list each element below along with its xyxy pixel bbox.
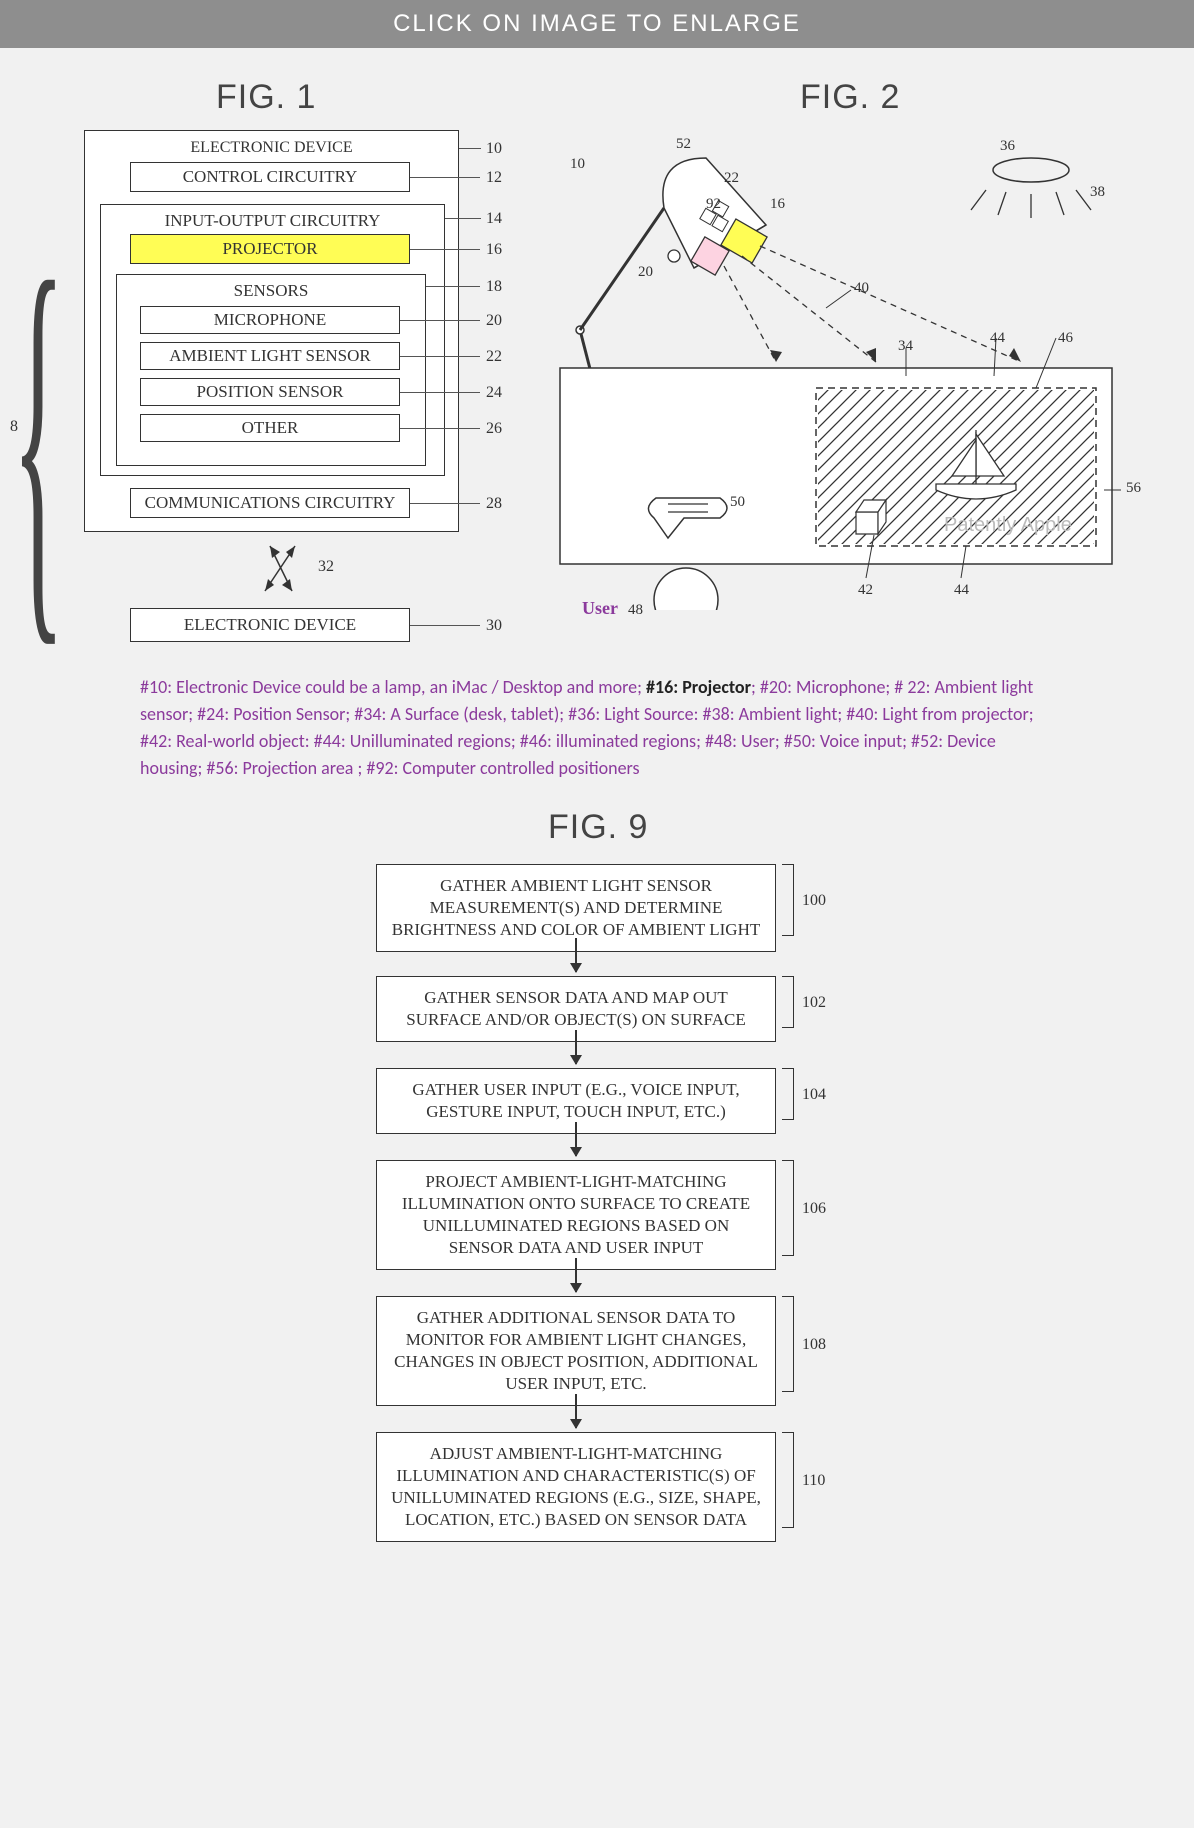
lead-30 [410, 625, 480, 626]
ref2-52: 52 [676, 136, 691, 153]
als-box: AMBIENT LIGHT SENSOR [140, 342, 400, 370]
ref2-38: 38 [1090, 184, 1105, 201]
fig2-title: FIG. 2 [800, 78, 900, 117]
lead-20 [400, 320, 480, 321]
ref-100: 100 [802, 892, 826, 910]
ref-108: 108 [802, 1336, 826, 1354]
text: GATHER USER INPUT (E.G., VOICE INPUT, GE… [412, 1080, 739, 1121]
pos-box: POSITION SENSOR [140, 378, 400, 406]
label: POSITION SENSOR [197, 382, 344, 402]
label: SENSORS [234, 281, 309, 301]
fig9-title: FIG. 9 [548, 808, 648, 847]
device-box-label: ELECTRONIC DEVICE [190, 139, 352, 157]
lead-24 [400, 392, 480, 393]
lead-28 [410, 503, 480, 504]
ref2-16: 16 [770, 196, 785, 213]
ref-106: 106 [802, 1200, 826, 1218]
canvas: FIG. 1 { 8 ELECTRONIC DEVICE 10 CONTROL … [0, 48, 1194, 1828]
ref-110: 110 [802, 1472, 825, 1490]
bracket-104 [782, 1068, 794, 1120]
ref-104: 104 [802, 1086, 826, 1104]
label: COMMUNICATIONS CIRCUITRY [145, 493, 396, 513]
ref-20: 20 [486, 312, 502, 330]
ref2-44: 44 [990, 330, 1005, 347]
ref2-92: 92 [706, 196, 721, 213]
legend-paragraph: #10: Electronic Device could be a lamp, … [140, 674, 1060, 782]
ref-14: 14 [486, 210, 502, 228]
ref-16: 16 [486, 241, 502, 259]
header-bar: CLICK ON IMAGE TO ENLARGE [0, 0, 1194, 48]
ref2-56: 56 [1126, 480, 1141, 497]
text: GATHER ADDITIONAL SENSOR DATA TO MONITOR… [394, 1308, 758, 1393]
ref2-22: 22 [724, 170, 739, 187]
lead-16 [410, 249, 480, 250]
flow-step-106: PROJECT AMBIENT-LIGHT-MATCHING ILLUMINAT… [376, 1160, 776, 1270]
header-text: CLICK ON IMAGE TO ENLARGE [393, 10, 801, 37]
ref2-42: 42 [858, 582, 873, 599]
other-box: OTHER [140, 414, 400, 442]
ref2-50: 50 [730, 494, 745, 511]
ref-26: 26 [486, 420, 502, 438]
ref-8: 8 [10, 418, 18, 436]
legend-text: #10: Electronic Device could be a lamp, … [140, 676, 1034, 779]
label: CONTROL CIRCUITRY [183, 167, 358, 187]
ref2-48: 48 [628, 602, 643, 619]
lead-12 [410, 177, 480, 178]
label: INPUT-OUTPUT CIRCUITRY [165, 211, 381, 231]
bracket-110 [782, 1432, 794, 1528]
lead-10 [459, 148, 481, 149]
device2-box: ELECTRONIC DEVICE [130, 608, 410, 642]
label: AMBIENT LIGHT SENSOR [169, 346, 371, 366]
label: ELECTRONIC DEVICE [184, 615, 356, 635]
comms-box: COMMUNICATIONS CIRCUITRY [130, 488, 410, 518]
label: OTHER [242, 418, 299, 438]
ref2-46: 46 [1058, 330, 1073, 347]
ref-32: 32 [318, 558, 334, 576]
ref-102: 102 [802, 994, 826, 1012]
control-circuitry-box: CONTROL CIRCUITRY [130, 162, 410, 192]
watermark: Patently Apple [944, 514, 1072, 537]
fig2-drawing [556, 130, 1126, 610]
arrow-5 [575, 1394, 577, 1428]
flow-step-110: ADJUST AMBIENT-LIGHT-MATCHING ILLUMINATI… [376, 1432, 776, 1542]
ref-22: 22 [486, 348, 502, 366]
ref-12: 12 [486, 169, 502, 187]
ref-28: 28 [486, 495, 502, 513]
bracket-106 [782, 1160, 794, 1256]
ref-10: 10 [486, 140, 502, 158]
label: PROJECTOR [222, 239, 317, 259]
ref-30: 30 [486, 617, 502, 635]
lead-18 [426, 286, 480, 287]
flow-step-108: GATHER ADDITIONAL SENSOR DATA TO MONITOR… [376, 1296, 776, 1406]
arrow-2 [575, 1030, 577, 1064]
label: MICROPHONE [214, 310, 326, 330]
bracket-100 [782, 864, 794, 936]
ref2-44b: 44 [954, 582, 969, 599]
bracket-108 [782, 1296, 794, 1392]
ref-24: 24 [486, 384, 502, 402]
ref-18: 18 [486, 278, 502, 296]
ref2-10: 10 [570, 156, 585, 173]
arrow-1 [575, 938, 577, 972]
lead-22 [400, 356, 480, 357]
lead-14 [445, 218, 481, 219]
lead-26 [400, 428, 480, 429]
ref2-20: 20 [638, 264, 653, 281]
bidir-arrow-icon [250, 536, 310, 602]
projector-box: PROJECTOR [130, 234, 410, 264]
bracket-102 [782, 976, 794, 1028]
ref2-36: 36 [1000, 138, 1015, 155]
user-label: User [582, 598, 618, 619]
arrow-4 [575, 1258, 577, 1292]
text: GATHER SENSOR DATA AND MAP OUT SURFACE A… [406, 988, 745, 1029]
ref2-40: 40 [854, 280, 869, 297]
text: ADJUST AMBIENT-LIGHT-MATCHING ILLUMINATI… [391, 1444, 761, 1529]
ref2-34: 34 [898, 338, 913, 355]
text: GATHER AMBIENT LIGHT SENSOR MEASUREMENT(… [392, 876, 761, 939]
mic-box: MICROPHONE [140, 306, 400, 334]
arrow-3 [575, 1122, 577, 1156]
text: PROJECT AMBIENT-LIGHT-MATCHING ILLUMINAT… [402, 1172, 750, 1257]
fig1-title: FIG. 1 [216, 78, 316, 117]
brace-icon: { [12, 218, 65, 658]
